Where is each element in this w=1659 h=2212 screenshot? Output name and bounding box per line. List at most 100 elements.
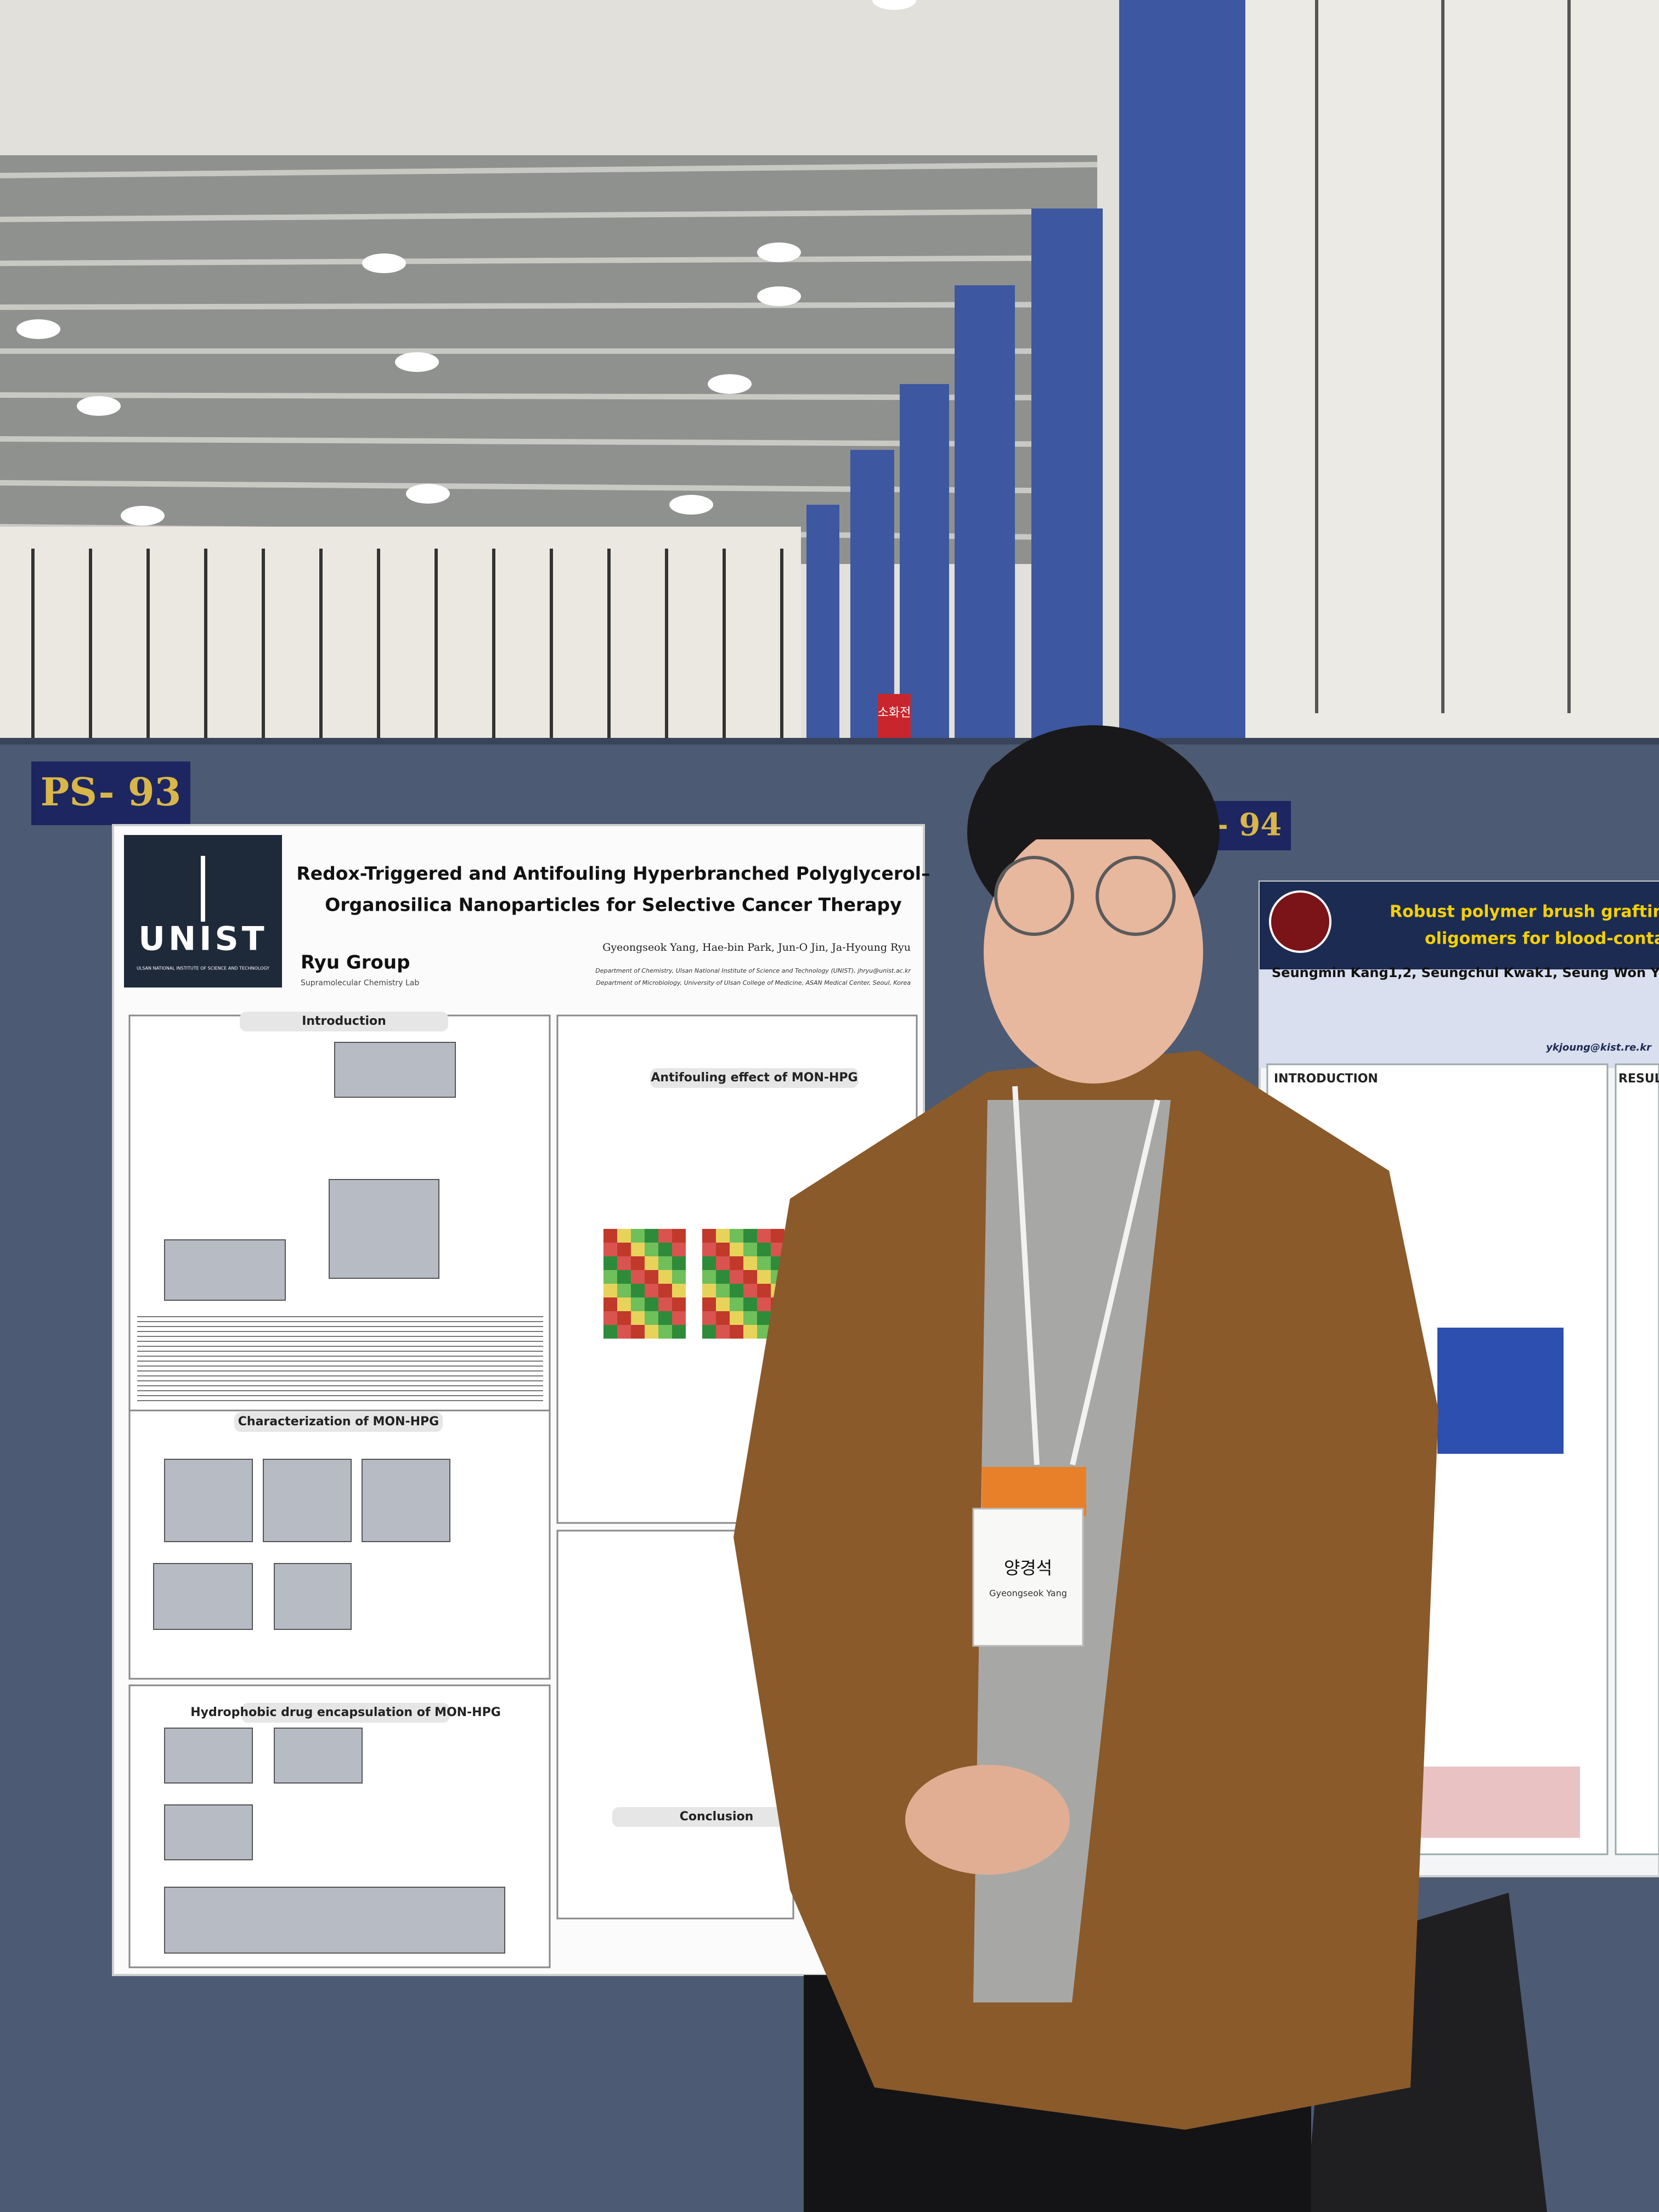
heatmap-cell xyxy=(743,1325,757,1339)
section-heading-bg xyxy=(650,1068,859,1088)
heatmap-cell xyxy=(672,1229,686,1243)
heatmap-cell xyxy=(702,1325,716,1339)
heatmap-cell xyxy=(702,1284,716,1297)
heatmap-cell xyxy=(730,1243,743,1256)
section-heading: Characterization of MON-HPG xyxy=(238,1415,439,1429)
heatmap-cell xyxy=(716,1325,730,1339)
kist-logo xyxy=(1269,890,1331,953)
figure xyxy=(1437,1328,1564,1454)
heatmap-cell xyxy=(672,1325,686,1339)
board-edge xyxy=(0,738,1659,744)
poster-title: Robust polymer brush grafting using xyxy=(1390,902,1659,922)
heatmap-cell xyxy=(645,1256,658,1270)
blue-pillar xyxy=(955,285,1015,763)
heatmap-cell xyxy=(617,1297,631,1311)
badge-name-latin: Gyeongseok Yang xyxy=(989,1588,1067,1599)
poster-header-band xyxy=(1260,969,1659,1068)
section-heading-bg xyxy=(234,1412,443,1432)
heatmap-cell xyxy=(730,1270,743,1284)
heatmap-cell xyxy=(730,1284,743,1297)
bangs xyxy=(982,757,1201,839)
heatmap-cell xyxy=(757,1297,771,1311)
section-heading-bg xyxy=(241,1703,450,1723)
heatmap-cell xyxy=(658,1311,672,1325)
figure xyxy=(362,1459,450,1542)
heatmap-cell xyxy=(603,1229,617,1243)
heatmap-cell xyxy=(645,1311,658,1325)
heatmap-cell xyxy=(702,1311,716,1325)
ceiling-light xyxy=(757,286,801,306)
heatmap-cell xyxy=(743,1270,757,1284)
heatmap-cell xyxy=(617,1311,631,1325)
heatmap-cell xyxy=(757,1256,771,1270)
ceiling-light xyxy=(77,396,121,416)
heatmap-cell xyxy=(631,1270,645,1284)
figure xyxy=(263,1459,352,1542)
section-heading: Antifouling effect of MON-HPG xyxy=(651,1071,857,1085)
heatmap-cell xyxy=(658,1297,672,1311)
ceiling-light xyxy=(16,319,60,339)
heatmap-cell xyxy=(743,1256,757,1270)
heatmap-cell xyxy=(603,1311,617,1325)
heatmap-cell xyxy=(757,1270,771,1284)
heatmap-cell xyxy=(716,1243,730,1256)
heatmap-cell xyxy=(716,1270,730,1284)
heatmap-cell xyxy=(672,1270,686,1284)
heatmap-cell xyxy=(716,1284,730,1297)
heatmap-cell xyxy=(716,1297,730,1311)
heatmap-cell xyxy=(672,1284,686,1297)
poster-title: Organosilica Nanoparticles for Selective… xyxy=(325,894,901,916)
figure xyxy=(153,1563,253,1630)
board-label xyxy=(31,761,190,825)
poster-panel xyxy=(128,1409,551,1680)
heatmap-cell xyxy=(716,1229,730,1243)
heatmap-cell xyxy=(743,1243,757,1256)
heatmap-cell xyxy=(743,1297,757,1311)
section-heading: Introduction xyxy=(302,1014,386,1028)
figure xyxy=(334,1042,456,1098)
ceiling-light xyxy=(872,0,916,10)
heatmap-cell xyxy=(757,1243,771,1256)
heatmap-cell xyxy=(645,1297,658,1311)
lab-name: Supramolecular Chemistry Lab xyxy=(301,979,419,988)
blue-pillar xyxy=(1031,208,1103,763)
figure xyxy=(274,1563,352,1630)
heatmap-cell xyxy=(702,1229,716,1243)
heatmap-cell xyxy=(757,1311,771,1325)
heatmap-cell xyxy=(658,1243,672,1256)
heatmap-cell xyxy=(631,1243,645,1256)
logo-text: UNIST xyxy=(138,920,267,958)
heatmap-cell xyxy=(702,1297,716,1311)
ceiling-light xyxy=(669,495,713,515)
poster-authors: Seungmin Kang1,2, Seungchul Kwak1, Seung… xyxy=(1272,965,1659,980)
glasses-lens xyxy=(994,856,1074,936)
board-label-text: - 94 xyxy=(1216,807,1282,843)
board-label xyxy=(1206,801,1291,850)
section-heading: Conclusion xyxy=(680,1810,754,1824)
heatmap-cell xyxy=(730,1311,743,1325)
badge xyxy=(972,1508,1084,1647)
ceiling-light xyxy=(121,506,165,526)
poster-panel xyxy=(1615,1063,1659,1855)
heatmap-cell xyxy=(617,1270,631,1284)
face xyxy=(984,820,1203,1084)
ceiling-beam xyxy=(0,162,1098,178)
heatmap-cell xyxy=(702,1243,716,1256)
heatmap-cell xyxy=(617,1229,631,1243)
heatmap-cell xyxy=(757,1229,771,1243)
lanyard xyxy=(1070,1099,1160,1466)
heatmap-cell xyxy=(631,1325,645,1339)
poster-title: Redox-Triggered and Antifouling Hyperbra… xyxy=(296,863,930,884)
heatmap-cell xyxy=(716,1256,730,1270)
heatmap-cell xyxy=(617,1243,631,1256)
heatmap-cell xyxy=(672,1256,686,1270)
section-heading-bg xyxy=(240,1012,448,1031)
figure xyxy=(329,1179,439,1279)
heatmap-cell xyxy=(730,1297,743,1311)
heatmap-cell xyxy=(617,1284,631,1297)
poster-authors: Gyeongseok Yang, Hae-bin Park, Jun-O Jin… xyxy=(602,941,911,953)
heatmap-cell xyxy=(672,1243,686,1256)
heatmap-cell xyxy=(716,1311,730,1325)
heatmap-cell xyxy=(645,1325,658,1339)
